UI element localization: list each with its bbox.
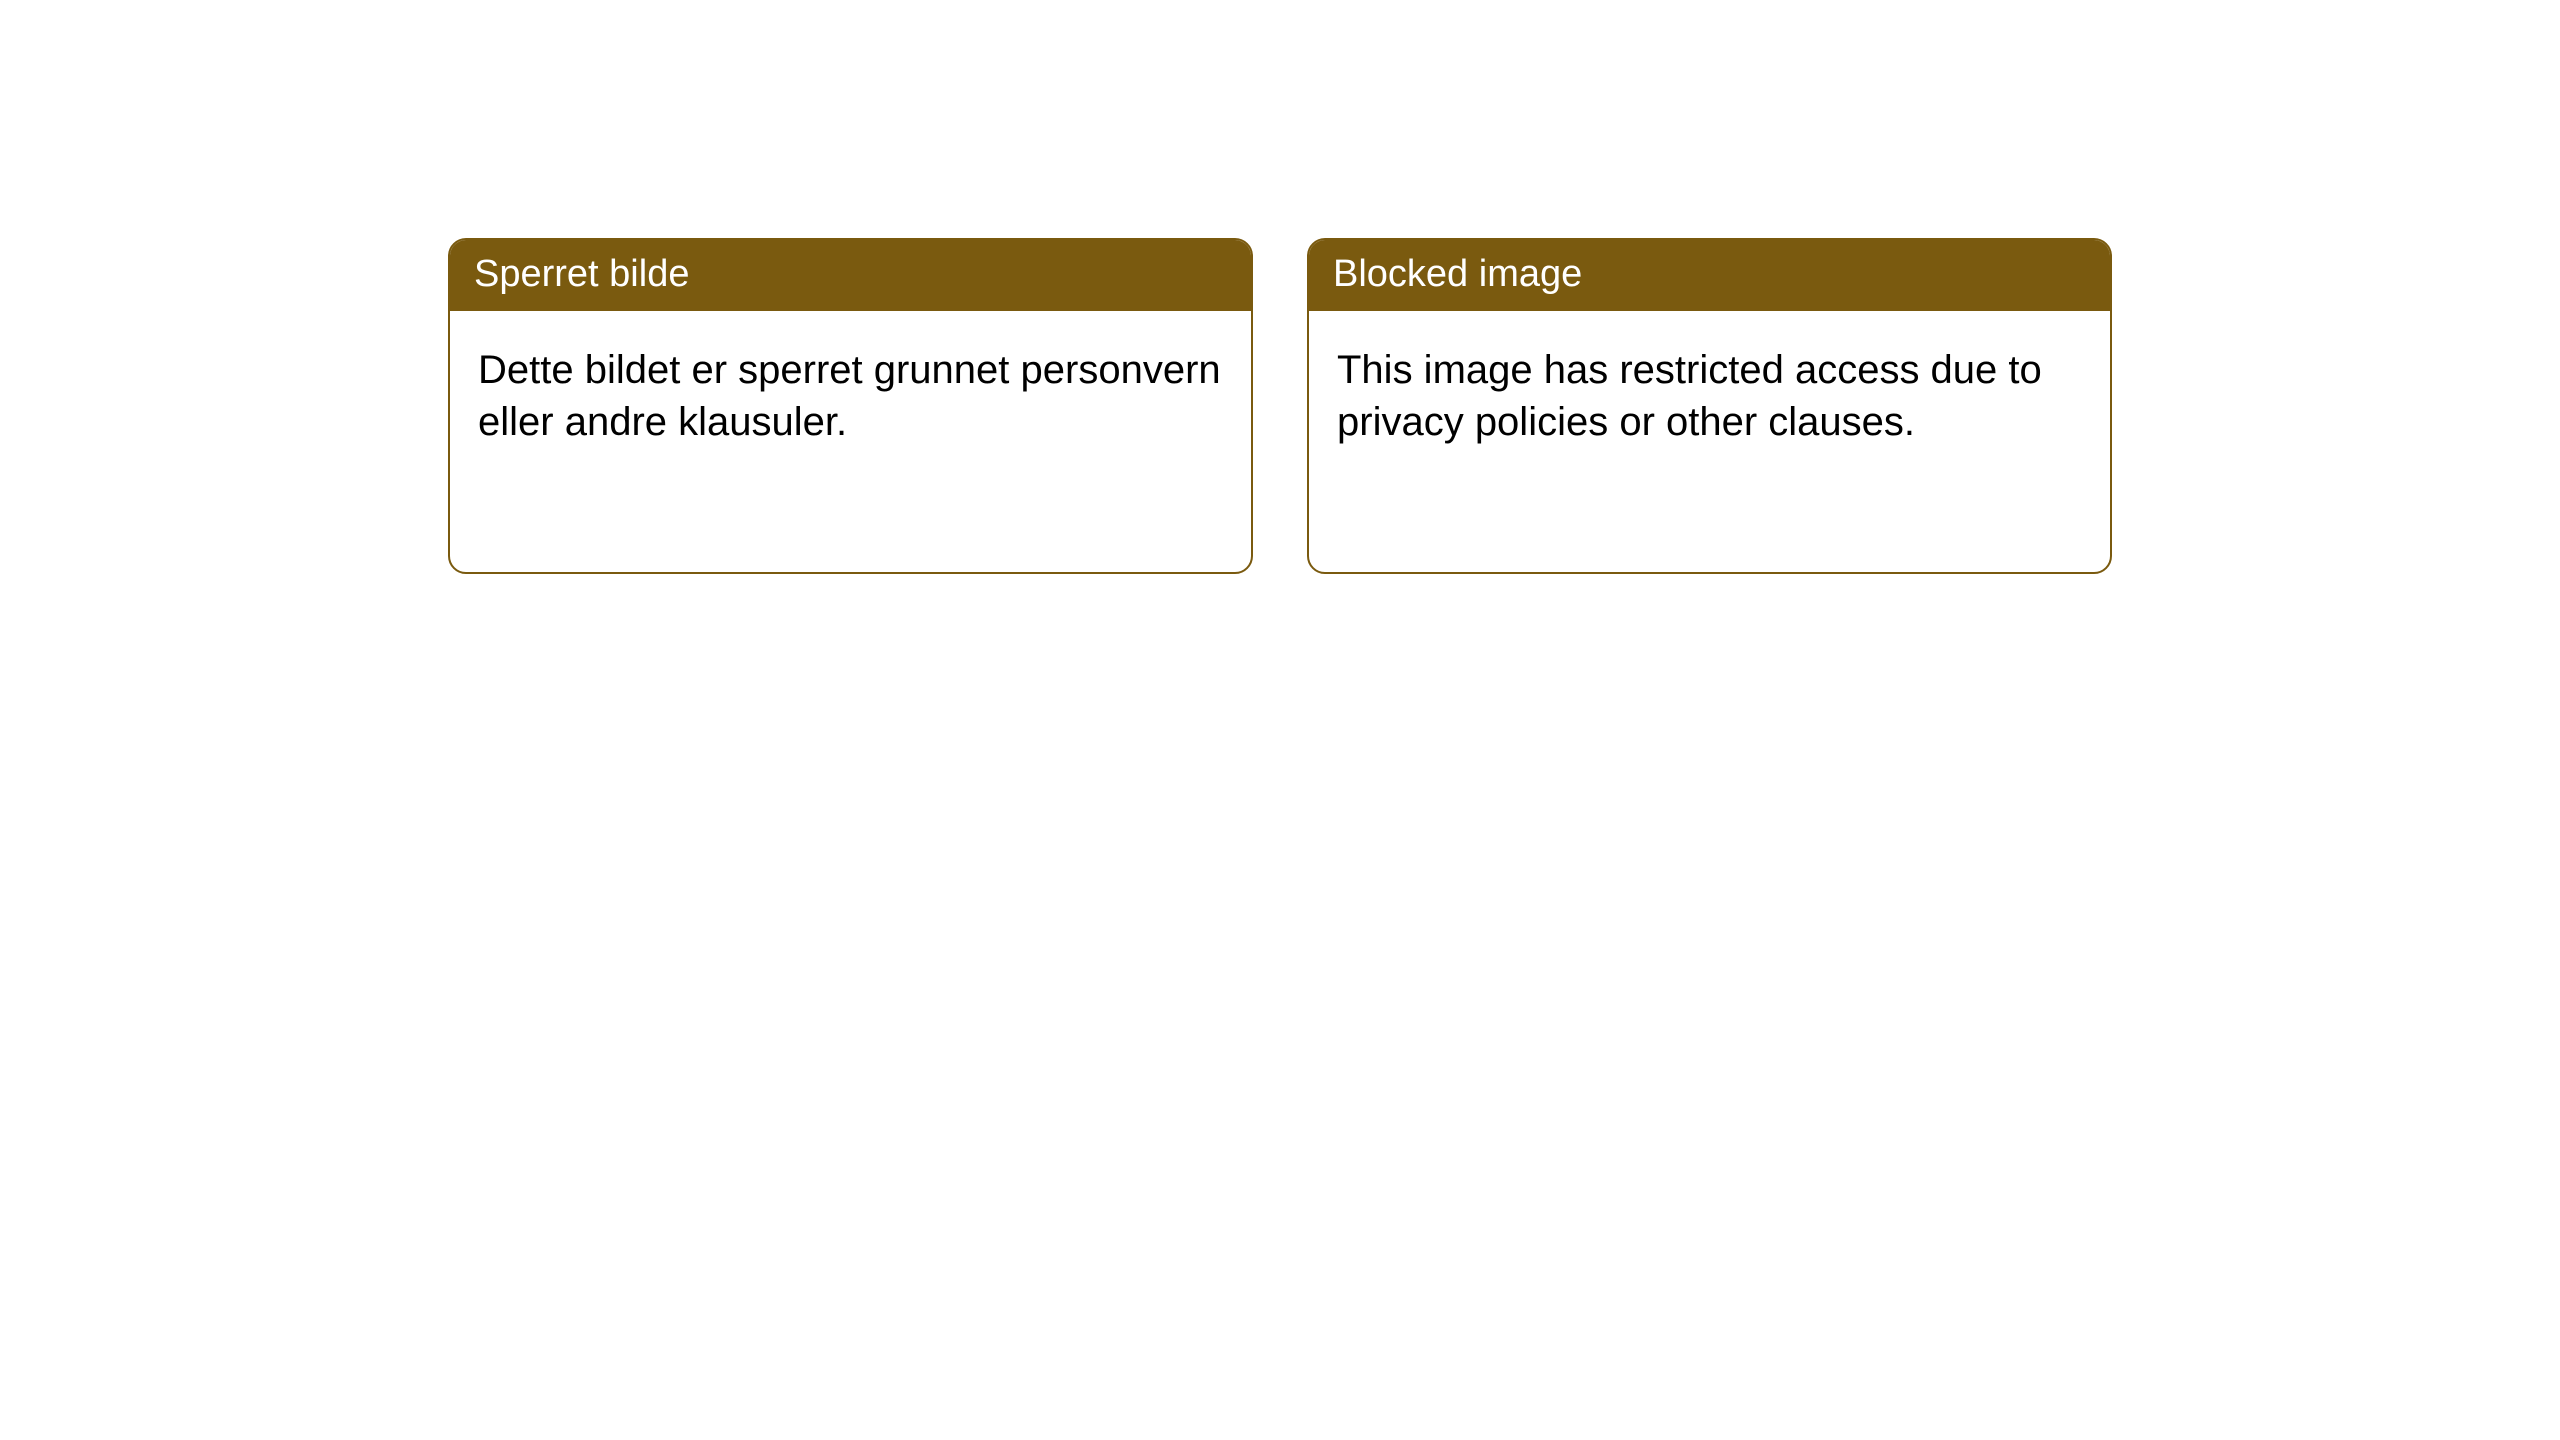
notice-card-english: Blocked image This image has restricted … — [1307, 238, 2112, 574]
notice-body: This image has restricted access due to … — [1309, 311, 2110, 481]
notice-card-norwegian: Sperret bilde Dette bildet er sperret gr… — [448, 238, 1253, 574]
notice-body: Dette bildet er sperret grunnet personve… — [450, 311, 1251, 481]
notice-container: Sperret bilde Dette bildet er sperret gr… — [0, 0, 2560, 574]
notice-title: Blocked image — [1309, 240, 2110, 311]
notice-title: Sperret bilde — [450, 240, 1251, 311]
